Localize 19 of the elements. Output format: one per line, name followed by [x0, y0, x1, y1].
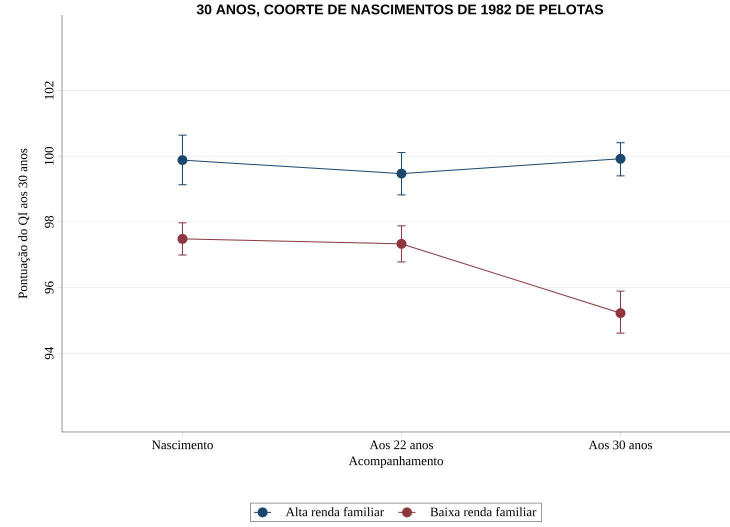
legend-label: Alta renda familiar [286, 507, 384, 516]
y-tick-label: 102 [44, 82, 54, 100]
point [396, 238, 406, 249]
point [177, 155, 188, 166]
y-tick-label: 96 [44, 281, 54, 294]
chart-title: 30 ANOS, COORTE DE NASCIMENTOS DE 1982 DE PELOTAS [196, 4, 604, 16]
y-tick-label: 94 [44, 346, 54, 360]
legend-label: Baixa renda familiar [430, 507, 536, 516]
point [396, 168, 406, 179]
point [616, 308, 626, 318]
y-axis-title: Pontuação do QI aos 30 anos [18, 148, 30, 298]
x-tick-label: Nascimento [152, 440, 213, 450]
x-axis-title: Acompanhamento [348, 456, 444, 468]
y-tick-label: 100 [44, 146, 54, 165]
point [616, 154, 626, 164]
point [177, 234, 188, 244]
y-tick-label: 98 [44, 216, 54, 228]
x-tick-label: Aos 22 anos [370, 440, 434, 450]
x-tick-label: Aos 30 anos [588, 440, 652, 450]
